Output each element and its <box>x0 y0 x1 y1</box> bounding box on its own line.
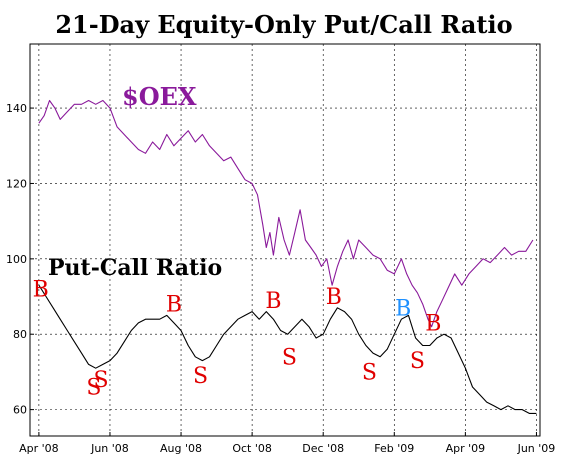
put-call-series-label: Put-Call Ratio <box>48 255 222 281</box>
y-tick-label: 140 <box>6 102 27 115</box>
y-tick-label: 80 <box>13 328 27 341</box>
sell-signal-marker: S <box>362 360 377 385</box>
buy-signal-marker: B <box>265 289 281 314</box>
sell-signal-marker: S <box>86 376 101 401</box>
oex-series-label: $OEX <box>122 82 197 111</box>
oex-series-line <box>38 99 534 328</box>
buy-signal-marker: B <box>326 285 342 310</box>
axis-ticks: Apr '08 Jun '08 Aug '08 Oct '08 Dec '08 Feb '… <box>6 102 555 455</box>
plot-frame <box>29 43 541 437</box>
y-tick-label: 100 <box>6 253 27 266</box>
x-tick-label: Jun '08 <box>90 442 129 455</box>
buy-signal-marker: B <box>33 278 49 303</box>
x-tick-label: Aug '08 <box>160 442 202 455</box>
x-tick-label: Oct '08 <box>232 442 272 455</box>
sell-signal-marker: S <box>282 345 297 370</box>
x-tick-label: Feb '09 <box>374 442 414 455</box>
x-tick-label: Jun '09 <box>517 442 556 455</box>
y-tick-label: 60 <box>13 404 27 417</box>
x-tick-label: Apr '08 <box>19 442 59 455</box>
series-layer <box>38 99 537 414</box>
y-tick-label: 120 <box>6 177 27 190</box>
sell-signal-marker: S <box>193 364 208 389</box>
x-tick-label: Apr '09 <box>446 442 486 455</box>
buy-signal-marker: B <box>425 311 441 336</box>
chart-title: 21-Day Equity-Only Put/Call Ratio <box>55 10 512 39</box>
sell-signal-marker: S <box>410 349 425 374</box>
buy-signal-marker: B <box>395 296 411 321</box>
put-call-series-line <box>38 284 537 414</box>
x-tick-label: Dec '08 <box>302 442 344 455</box>
buy-signal-marker: B <box>166 293 182 318</box>
sell-signal-marker: S <box>94 368 109 393</box>
